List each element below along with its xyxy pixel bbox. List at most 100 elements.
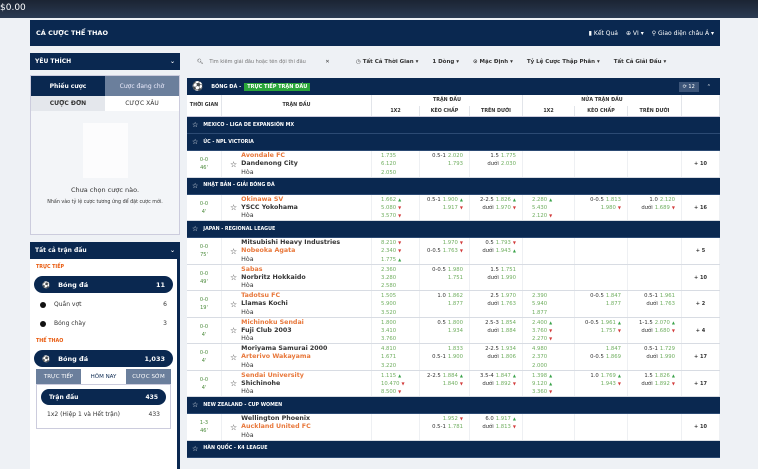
odds-value[interactable]: 3.520 — [381, 309, 397, 316]
odds-value[interactable]: 1.800 — [381, 319, 397, 326]
time-filter[interactable]: ◷ Tất Cả Thời Gian ▾ — [356, 58, 419, 65]
live-football[interactable]: ⚽ Bóng đá 11 — [34, 276, 173, 293]
tab-bet-slip[interactable]: Phiếu cược — [31, 76, 105, 96]
odds-value[interactable]: 1.862 — [447, 293, 463, 299]
language-select[interactable]: ⊕ VI ▾ — [625, 29, 644, 37]
odds-value[interactable]: 1.877 — [532, 309, 548, 316]
odds-value[interactable]: 1.826 — [654, 372, 670, 379]
search-input[interactable] — [209, 58, 320, 65]
odds-value[interactable]: 3.570 — [381, 213, 397, 220]
odds-value[interactable]: 1.847 — [605, 346, 621, 352]
odds-value[interactable]: 1.847 — [495, 372, 511, 379]
odds-value[interactable]: 1.961 — [659, 293, 675, 299]
odds-value[interactable]: 2.050 — [381, 169, 397, 176]
odds-value[interactable]: 3.410 — [381, 327, 397, 334]
odds-format-filter[interactable]: Tỷ Lệ Cược Thập Phân ▾ — [526, 58, 600, 65]
odds-value[interactable]: 1.757 — [600, 327, 616, 334]
odds-value[interactable]: 6.120 — [381, 161, 397, 168]
odds-value[interactable]: 3.760 — [381, 336, 397, 343]
all-matches-header[interactable]: Tất cả trận đấu ⌄ — [30, 242, 180, 259]
odds-value[interactable]: 1.813 — [495, 424, 511, 431]
close-icon[interactable]: ✕ — [325, 58, 330, 65]
league-header[interactable]: ☆ NHẬT BẢN - GIẢI BÓNG ĐÁ — [187, 177, 720, 195]
odds-value[interactable]: 2.280 — [532, 196, 548, 203]
odds-value[interactable]: 1.729 — [659, 346, 675, 352]
odds-value[interactable]: 2.370 — [532, 354, 548, 361]
odds-value[interactable]: 1.884 — [442, 372, 458, 379]
live-baseball[interactable]: Bóng chày 3 — [30, 314, 177, 333]
odds-value[interactable]: 2.070 — [654, 319, 670, 326]
odds-value[interactable]: 2.390 — [532, 293, 548, 299]
odds-value[interactable]: 2.400 — [532, 319, 548, 326]
collapse-icon[interactable]: ⌃ — [706, 83, 711, 90]
odds-value[interactable]: 2.360 — [381, 266, 397, 273]
league-header[interactable]: ☆ MEXICO - LIGA DE EXPANSIÓN MX — [187, 117, 720, 134]
star-icon[interactable]: ☆ — [192, 138, 199, 146]
odds-value[interactable]: 2.580 — [381, 283, 397, 290]
live-tennis[interactable]: Quần vợt 6 — [30, 295, 177, 314]
odds-value[interactable]: 1.934 — [500, 346, 516, 352]
odds-value[interactable]: 10.470 — [381, 380, 400, 387]
odds-value[interactable]: 1.781 — [447, 424, 463, 431]
league-header[interactable]: ☆ NEW ZEALAND - CUP WOMEN — [187, 397, 720, 414]
star-icon[interactable]: ☆ — [230, 352, 238, 362]
more-markets-button[interactable]: + 10 — [682, 264, 720, 291]
odds-value[interactable]: 5.080 — [381, 204, 397, 211]
sort-filter[interactable]: ⊙ Mặc Định ▾ — [473, 58, 513, 65]
tab-today[interactable]: HÔM NAY — [81, 369, 126, 384]
odds-value[interactable]: 1.917 — [442, 204, 458, 211]
star-icon[interactable]: ☆ — [230, 379, 238, 389]
odds-value[interactable]: 1.115 — [381, 372, 397, 379]
odds-value[interactable]: 8.500 — [381, 389, 397, 396]
odds-value[interactable]: 1.869 — [605, 354, 621, 361]
odds-value[interactable]: 5.430 — [532, 204, 548, 211]
odds-value[interactable]: 1.900 — [447, 354, 463, 361]
more-markets-button[interactable]: + 17 — [682, 370, 720, 397]
more-markets-button[interactable]: + 4 — [682, 317, 720, 344]
odds-value[interactable]: 2.020 — [447, 153, 463, 159]
star-icon[interactable]: ☆ — [192, 181, 199, 190]
odds-value[interactable]: 1.398 — [532, 372, 548, 379]
view-select[interactable]: ⚲ Giao diện châu Á ▾ — [651, 29, 714, 37]
odds-value[interactable]: 4.980 — [532, 346, 548, 352]
star-icon[interactable]: ☆ — [230, 273, 238, 283]
odds-value[interactable]: 1.980 — [447, 266, 463, 273]
star-icon[interactable]: ☆ — [192, 225, 199, 233]
odds-value[interactable]: 1.505 — [381, 293, 397, 299]
favorites-header[interactable]: YÊU THÍCH ⌄ — [30, 53, 180, 70]
odds-value[interactable]: 1.892 — [654, 380, 670, 387]
odds-value[interactable]: 3.760 — [532, 327, 548, 334]
odds-value[interactable]: 1.662 — [381, 196, 397, 203]
odds-value[interactable]: 2.030 — [500, 161, 516, 168]
odds-value[interactable]: 1.735 — [381, 153, 397, 159]
odds-value[interactable]: 1.680 — [654, 327, 670, 334]
odds-value[interactable]: 1.813 — [605, 196, 621, 203]
odds-value[interactable]: 1.990 — [659, 354, 675, 361]
odds-value[interactable]: 1.793 — [495, 240, 511, 246]
odds-value[interactable]: 1.763 — [659, 301, 675, 308]
odds-value[interactable]: 1.775 — [381, 256, 397, 263]
odds-value[interactable]: 1.980 — [600, 204, 616, 211]
more-markets-button[interactable]: + 2 — [682, 291, 720, 317]
odds-value[interactable]: 9.120 — [532, 380, 548, 387]
tab-live[interactable]: TRỰC TIẾP — [36, 369, 81, 384]
odds-value[interactable]: 1.877 — [447, 301, 463, 308]
league-header[interactable]: ☆ JAPAN - REGIONAL LEAGUE — [187, 221, 720, 238]
star-icon[interactable]: ☆ — [230, 299, 238, 309]
market-1x2[interactable]: 1x2 (Hiệp 1 và Hết trận) 433 — [47, 411, 160, 418]
odds-value[interactable]: 1.934 — [447, 327, 463, 334]
odds-value[interactable]: 1.763 — [500, 301, 516, 308]
odds-value[interactable]: 1.800 — [447, 319, 463, 326]
odds-value[interactable]: 1.769 — [600, 372, 616, 379]
tab-parlay[interactable]: CƯỢC XÂU — [105, 96, 179, 111]
odds-value[interactable]: 1.970 — [495, 204, 511, 211]
odds-value[interactable]: 2.120 — [532, 213, 548, 220]
league-header[interactable]: ☆ HÀN QUỐC - K4 LEAGUE — [187, 440, 720, 458]
odds-value[interactable]: 1.763 — [442, 248, 458, 255]
odds-value[interactable]: 2.270 — [532, 336, 548, 343]
odds-value[interactable]: 1.884 — [500, 327, 516, 334]
odds-value[interactable]: 3.220 — [381, 362, 397, 369]
odds-value[interactable]: 1.826 — [495, 196, 511, 203]
odds-value[interactable]: 1.961 — [600, 319, 616, 326]
odds-value[interactable]: 1.900 — [442, 196, 458, 203]
